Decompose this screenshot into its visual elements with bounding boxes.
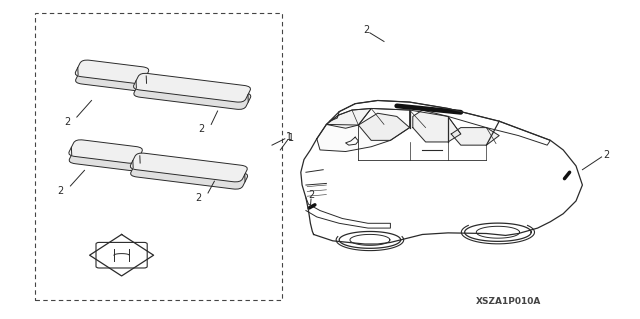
FancyBboxPatch shape	[131, 153, 247, 182]
Polygon shape	[358, 113, 410, 140]
Polygon shape	[326, 108, 371, 128]
Text: 2: 2	[603, 150, 609, 160]
FancyBboxPatch shape	[69, 140, 142, 163]
Text: 2: 2	[58, 186, 64, 196]
FancyBboxPatch shape	[69, 147, 143, 170]
Text: 2: 2	[308, 190, 315, 200]
Text: 2: 2	[64, 117, 70, 127]
Text: 2: 2	[195, 193, 202, 203]
Polygon shape	[413, 110, 461, 142]
Text: 2: 2	[198, 124, 205, 134]
Text: 1: 1	[286, 131, 292, 142]
Text: 2: 2	[363, 25, 369, 35]
FancyBboxPatch shape	[131, 160, 248, 189]
FancyBboxPatch shape	[134, 81, 251, 109]
Text: XSZA1P010A: XSZA1P010A	[476, 297, 541, 306]
FancyBboxPatch shape	[76, 67, 149, 91]
FancyBboxPatch shape	[76, 60, 148, 84]
Bar	[35, 13, 282, 300]
Polygon shape	[451, 128, 499, 145]
Polygon shape	[317, 108, 410, 152]
Text: 1: 1	[288, 133, 294, 143]
FancyBboxPatch shape	[134, 73, 250, 102]
